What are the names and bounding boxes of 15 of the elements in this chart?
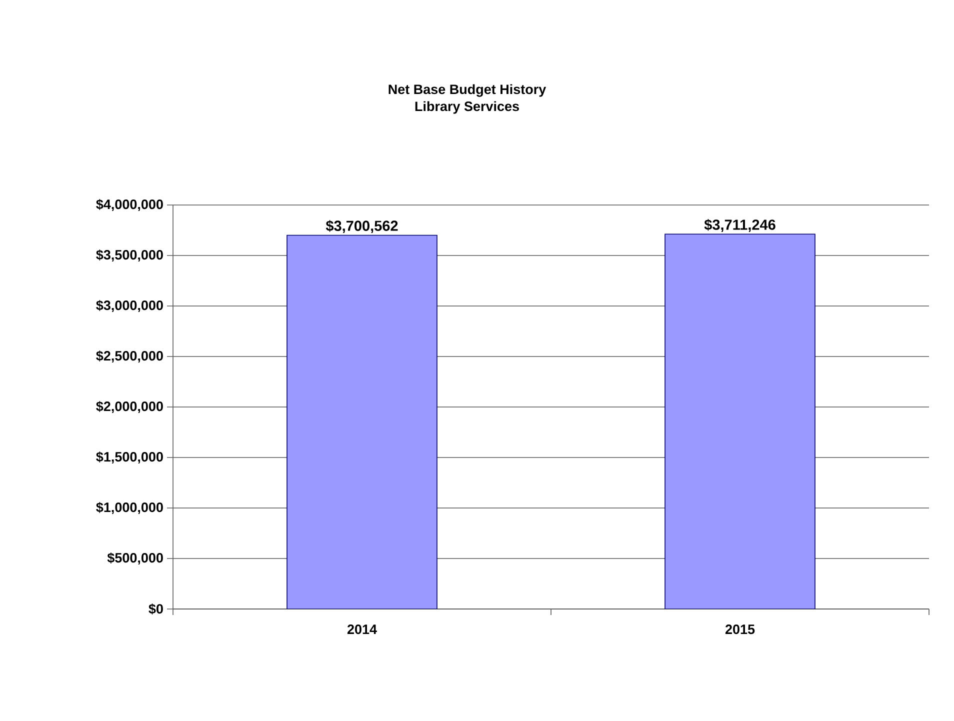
y-tick-label: $1,500,000 [96,451,163,464]
chart-title: Net Base Budget History [388,84,546,97]
y-tick-label: $1,000,000 [96,502,163,514]
x-tick-label: 2014 [347,624,377,634]
y-tick-label: $2,500,000 [96,350,163,363]
y-tick-label: $0 [148,603,163,615]
y-tick-label: $4,000,000 [96,198,163,212]
data-label: $3,700,562 [326,220,398,234]
y-tick-label: $500,000 [107,552,163,565]
data-label: $3,711,246 [704,218,776,232]
chart-subtitle: Library Services [415,101,519,114]
x-tick-label: 2015 [725,624,755,634]
y-tick-label: $2,000,000 [96,400,163,414]
y-tick-label: $3,500,000 [96,249,163,262]
y-tick-label: $3,000,000 [96,300,163,312]
